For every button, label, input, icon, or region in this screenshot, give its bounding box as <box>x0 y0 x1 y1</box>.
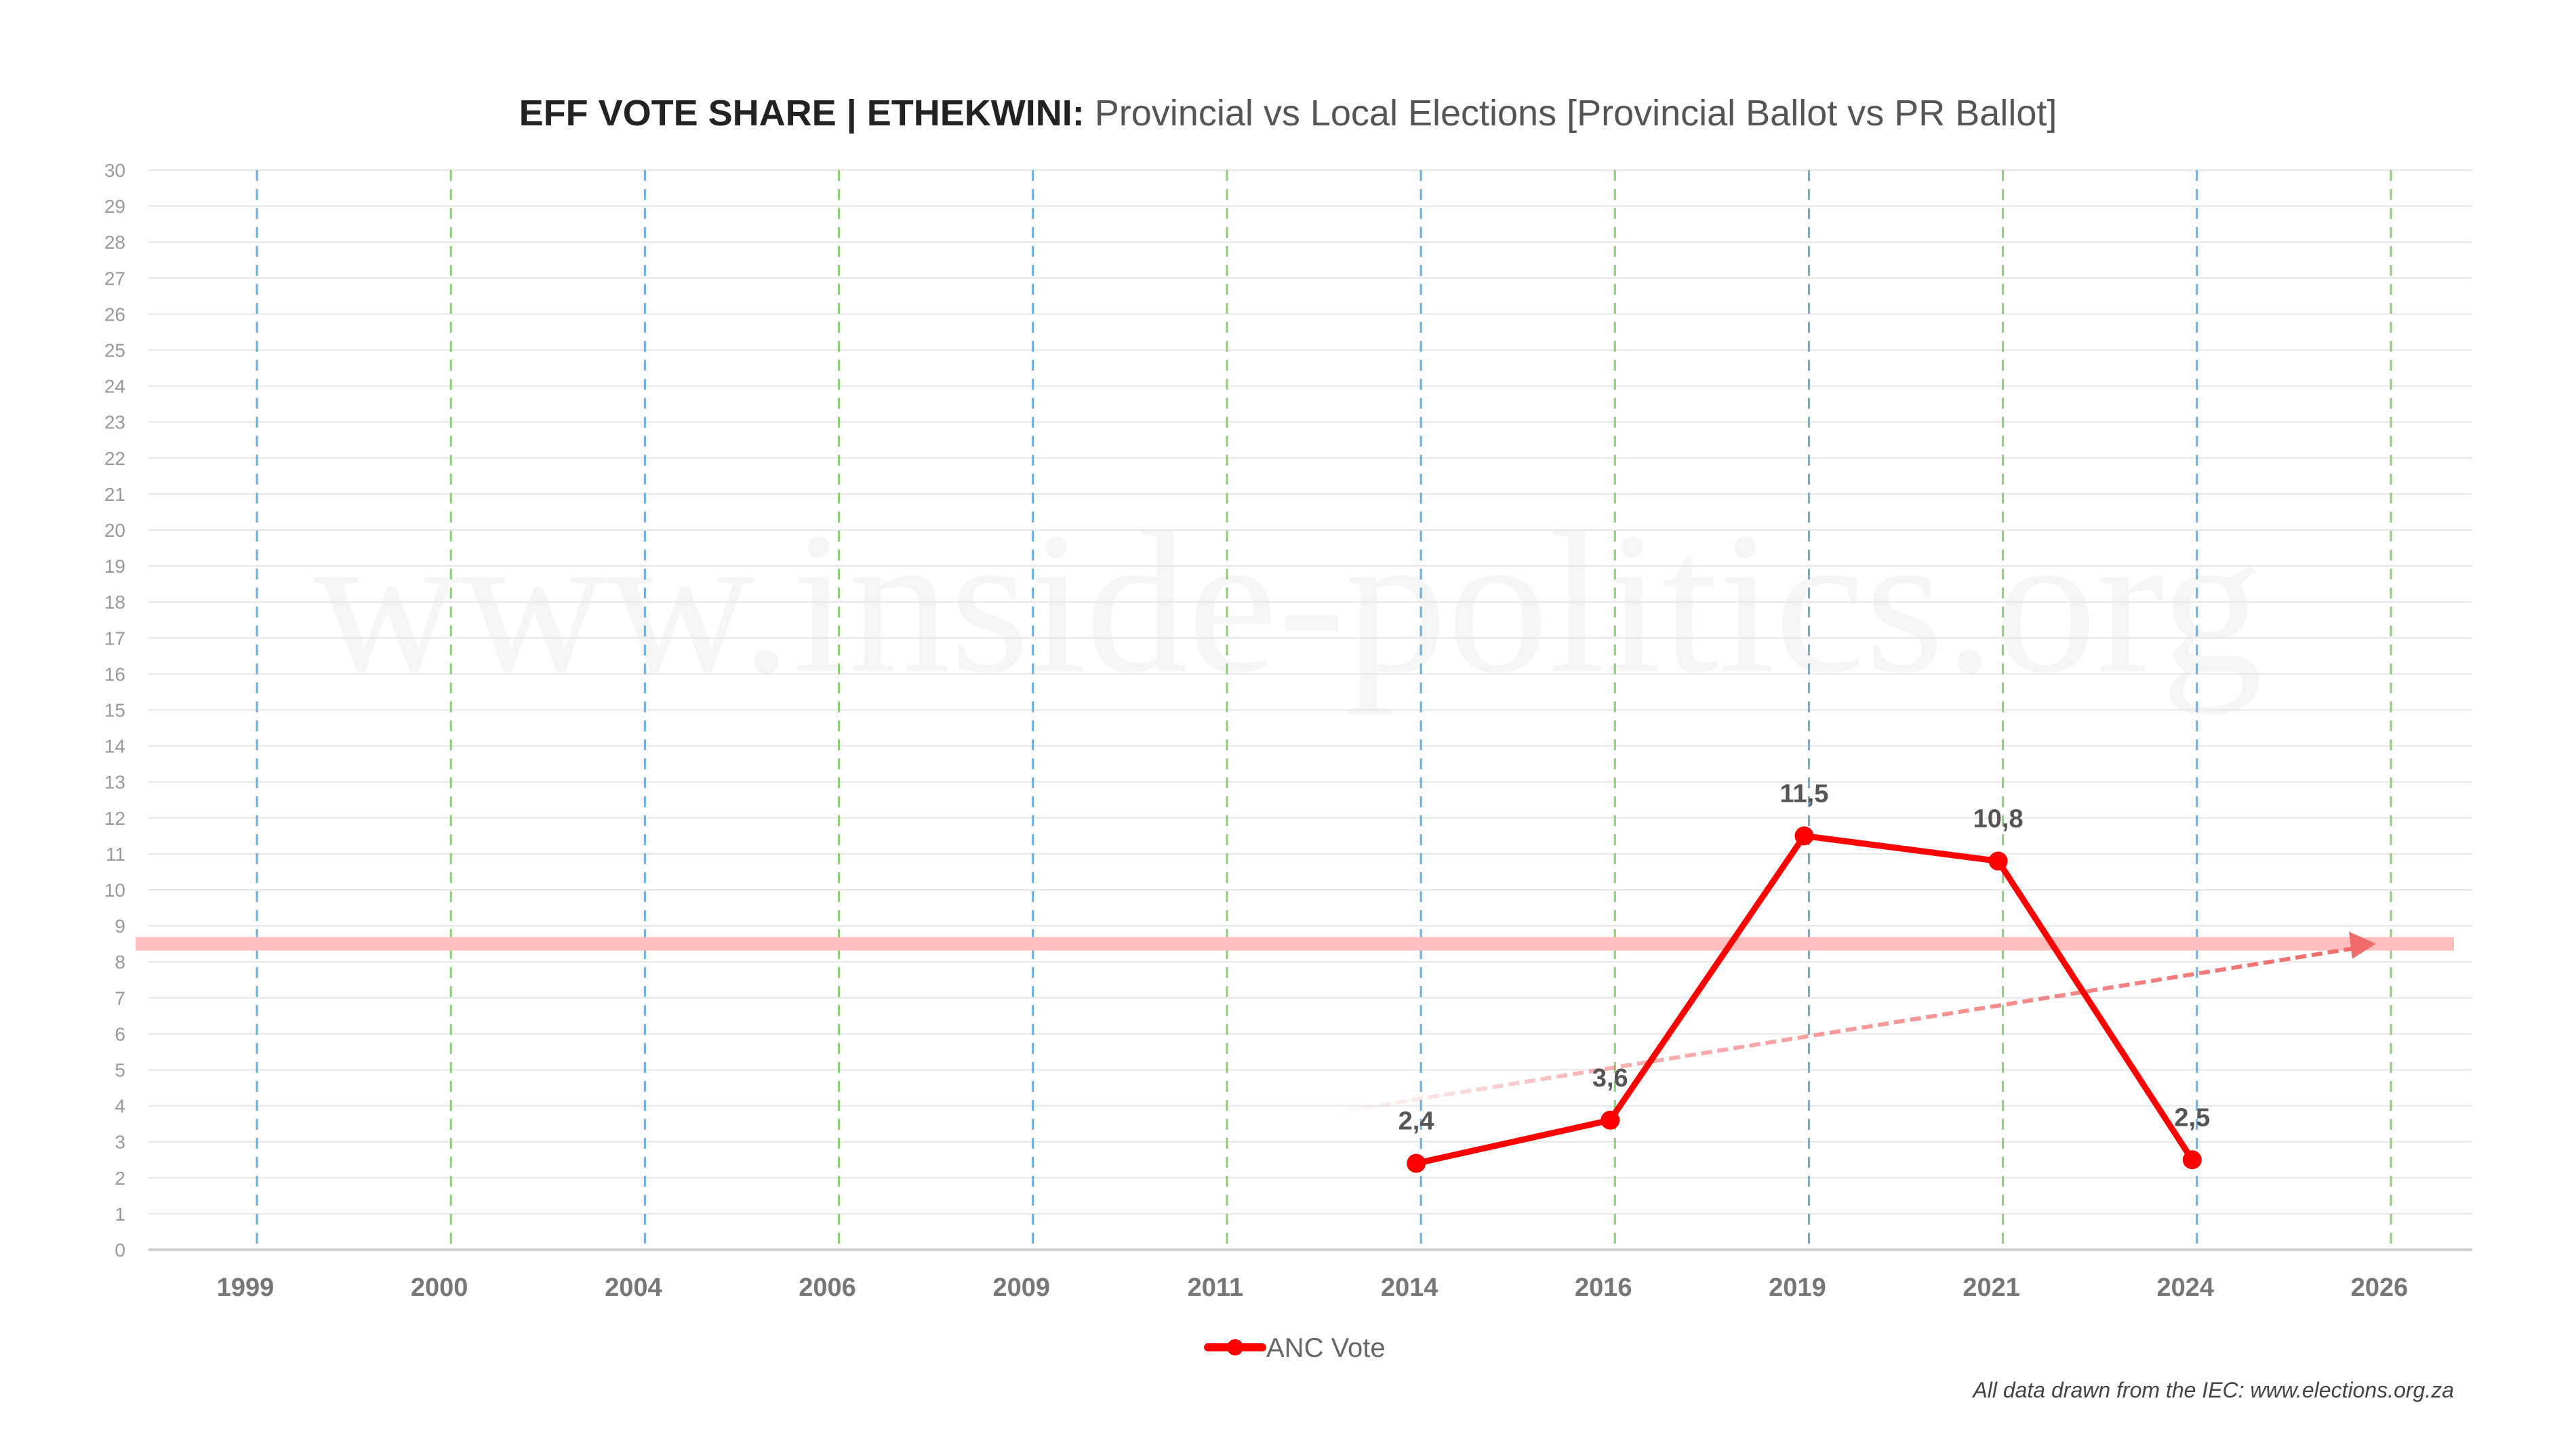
chart-title-bold: EFF VOTE SHARE | ETHEKWINI: <box>519 93 1085 134</box>
y-tick-label: 2 <box>115 1168 125 1189</box>
data-label: 2,5 <box>2174 1103 2210 1132</box>
chart-title-rest: Provincial vs Local Elections [Provincia… <box>1085 93 2057 134</box>
data-label: 10,8 <box>1973 805 2024 834</box>
legend-label: ANC Vote <box>1266 1333 1386 1363</box>
data-label: 11,5 <box>1780 779 1829 808</box>
y-tick-label: 9 <box>115 916 125 937</box>
y-tick-label: 16 <box>104 664 125 685</box>
x-tick-label: 2011 <box>1188 1273 1243 1302</box>
y-tick-label: 5 <box>115 1060 125 1081</box>
y-tick-label: 18 <box>104 592 125 613</box>
y-tick-label: 29 <box>104 196 125 217</box>
y-tick-label: 26 <box>104 304 125 325</box>
trend-arrow-layer <box>1331 931 2376 1116</box>
y-tick-label: 7 <box>115 987 125 1008</box>
x-tick-label: 2021 <box>1963 1273 2020 1302</box>
x-tick-label: 2019 <box>1769 1273 1826 1302</box>
x-tick-label: 2004 <box>605 1273 662 1302</box>
x-tick-label: 1999 <box>217 1273 275 1302</box>
x-tick-label: 2014 <box>1381 1273 1438 1302</box>
vertical-election-lines <box>256 170 2392 1250</box>
x-tick-label: 2006 <box>799 1273 856 1302</box>
x-tick-label: 2009 <box>992 1273 1050 1302</box>
data-point <box>1407 1154 1426 1173</box>
y-tick-label: 3 <box>115 1132 125 1153</box>
watermark: www.inside-politics.org <box>314 490 2263 716</box>
legend: ANC Vote <box>1204 1333 1386 1363</box>
x-axis-ticks: 1999 2000 2004 2006 2009 2011 2014 2016 2019 2021… <box>217 1273 2409 1302</box>
y-tick-label: 30 <box>104 160 125 181</box>
y-tick-label: 20 <box>104 520 125 541</box>
data-point <box>1601 1110 1620 1130</box>
data-label: 2,4 <box>1398 1107 1434 1136</box>
x-tick-label: 2016 <box>1575 1273 1632 1302</box>
x-tick-label: 2026 <box>2351 1273 2409 1302</box>
data-point <box>1988 851 2008 871</box>
y-tick-label: 14 <box>104 736 125 757</box>
y-tick-label: 28 <box>104 232 125 253</box>
trend-line <box>1331 946 2353 1116</box>
trend-arrowhead-icon <box>2349 931 2376 959</box>
y-tick-label: 4 <box>115 1096 125 1117</box>
chart-title: EFF VOTE SHARE | ETHEKWINI: Provincial v… <box>519 93 2057 134</box>
y-tick-label: 10 <box>104 880 125 901</box>
source-note: All data drawn from the IEC: www.electio… <box>1971 1378 2454 1402</box>
y-tick-label: 1 <box>115 1204 125 1225</box>
y-tick-label: 21 <box>104 484 125 505</box>
series-line <box>1415 832 2195 1166</box>
series-layer: 2,4 3,6 11,5 10,8 2,5 <box>1398 779 2210 1173</box>
legend-marker-icon <box>1227 1339 1243 1355</box>
y-tick-label: 15 <box>104 700 125 721</box>
y-tick-label: 11 <box>106 844 125 865</box>
y-tick-label: 27 <box>104 268 125 289</box>
data-point <box>2182 1150 2202 1170</box>
y-tick-label: 8 <box>115 952 125 973</box>
y-tick-label: 23 <box>104 412 125 433</box>
x-tick-label: 2000 <box>411 1273 468 1302</box>
grid: 0123456789101112131415161718192021222324… <box>104 160 2472 1261</box>
y-tick-label: 12 <box>104 808 125 829</box>
y-tick-label: 17 <box>104 628 125 649</box>
data-point <box>1794 826 1814 846</box>
y-tick-label: 13 <box>104 772 125 793</box>
y-tick-label: 0 <box>115 1240 125 1261</box>
data-label: 3,6 <box>1592 1064 1628 1093</box>
y-tick-label: 25 <box>104 340 125 361</box>
y-tick-label: 24 <box>104 376 125 397</box>
y-tick-label: 6 <box>115 1023 125 1044</box>
y-tick-label: 19 <box>104 556 125 577</box>
y-tick-label: 22 <box>104 448 125 469</box>
x-tick-label: 2024 <box>2157 1273 2215 1302</box>
